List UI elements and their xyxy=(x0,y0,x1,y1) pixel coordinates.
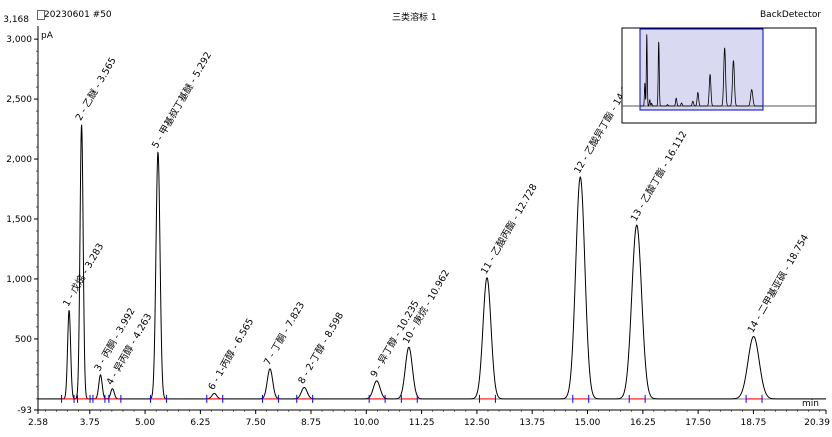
x-tick-label: 8.75 xyxy=(301,418,321,428)
x-tick-label: 7.50 xyxy=(246,418,266,428)
x-tick-label: 20.39 xyxy=(804,418,830,428)
y-tick-label: -93 xyxy=(17,406,32,416)
x-tick-label: 3.75 xyxy=(80,418,100,428)
x-tick-label: 12.50 xyxy=(464,418,490,428)
x-tick-label: 13.75 xyxy=(519,418,545,428)
x-axis-label: min xyxy=(802,399,819,409)
peak-label[interactable]: 5 - 甲基叔丁基醚 - 5.292 xyxy=(149,50,214,151)
overview-inset[interactable] xyxy=(621,27,817,124)
x-tick-label: 18.75 xyxy=(741,418,767,428)
chart-title: 三类溶标 1 xyxy=(392,13,437,23)
peak-label[interactable]: 13 - 乙酸丁酯 - 16.112 xyxy=(628,129,690,224)
x-tick-label: 10.00 xyxy=(353,418,379,428)
y-tick-label: 500 xyxy=(15,335,32,345)
x-tick-label: 15.00 xyxy=(575,418,601,428)
y-tick-label: 2,000 xyxy=(6,155,32,165)
peak-label[interactable]: 8 - 2-丁醇 - 8.598 xyxy=(295,310,346,386)
y-tick-label: 3,000 xyxy=(6,35,32,45)
peak-label[interactable]: 6 - 1-丙醇 - 6.565 xyxy=(206,316,257,392)
peak-label[interactable]: 11 - 乙酸丙酯 - 12.728 xyxy=(478,182,540,277)
inset-zoom-window[interactable] xyxy=(639,28,764,111)
y-axis-label: pA xyxy=(41,31,54,41)
y-tick-label: 2,500 xyxy=(6,95,32,105)
x-tick-label: 2.58 xyxy=(28,418,48,428)
detector-name: BackDetector xyxy=(760,10,822,20)
run-id: 20230601 #50 xyxy=(44,10,112,20)
peak-label[interactable]: 14 - 二甲基亚砜 - 18.754 xyxy=(745,232,811,335)
peak-label[interactable]: 7 - 丁酮 - 7.823 xyxy=(262,300,307,367)
y-tick-label: 1,000 xyxy=(6,275,32,285)
chromatogram-trace xyxy=(38,124,826,400)
document-icon xyxy=(37,10,45,20)
x-tick-label: 16.25 xyxy=(630,418,656,428)
x-tick-label: 5.00 xyxy=(135,418,155,428)
y-axis-max-label: 3,168 xyxy=(3,15,29,25)
inset-trace xyxy=(640,34,763,107)
x-tick-label: 6.25 xyxy=(190,418,210,428)
x-tick-label: 17.50 xyxy=(685,418,711,428)
peak-label[interactable]: 2 - 乙醚 - 3.565 xyxy=(73,55,119,123)
x-tick-label: 11.25 xyxy=(409,418,435,428)
y-tick-label: 1,500 xyxy=(6,215,32,225)
